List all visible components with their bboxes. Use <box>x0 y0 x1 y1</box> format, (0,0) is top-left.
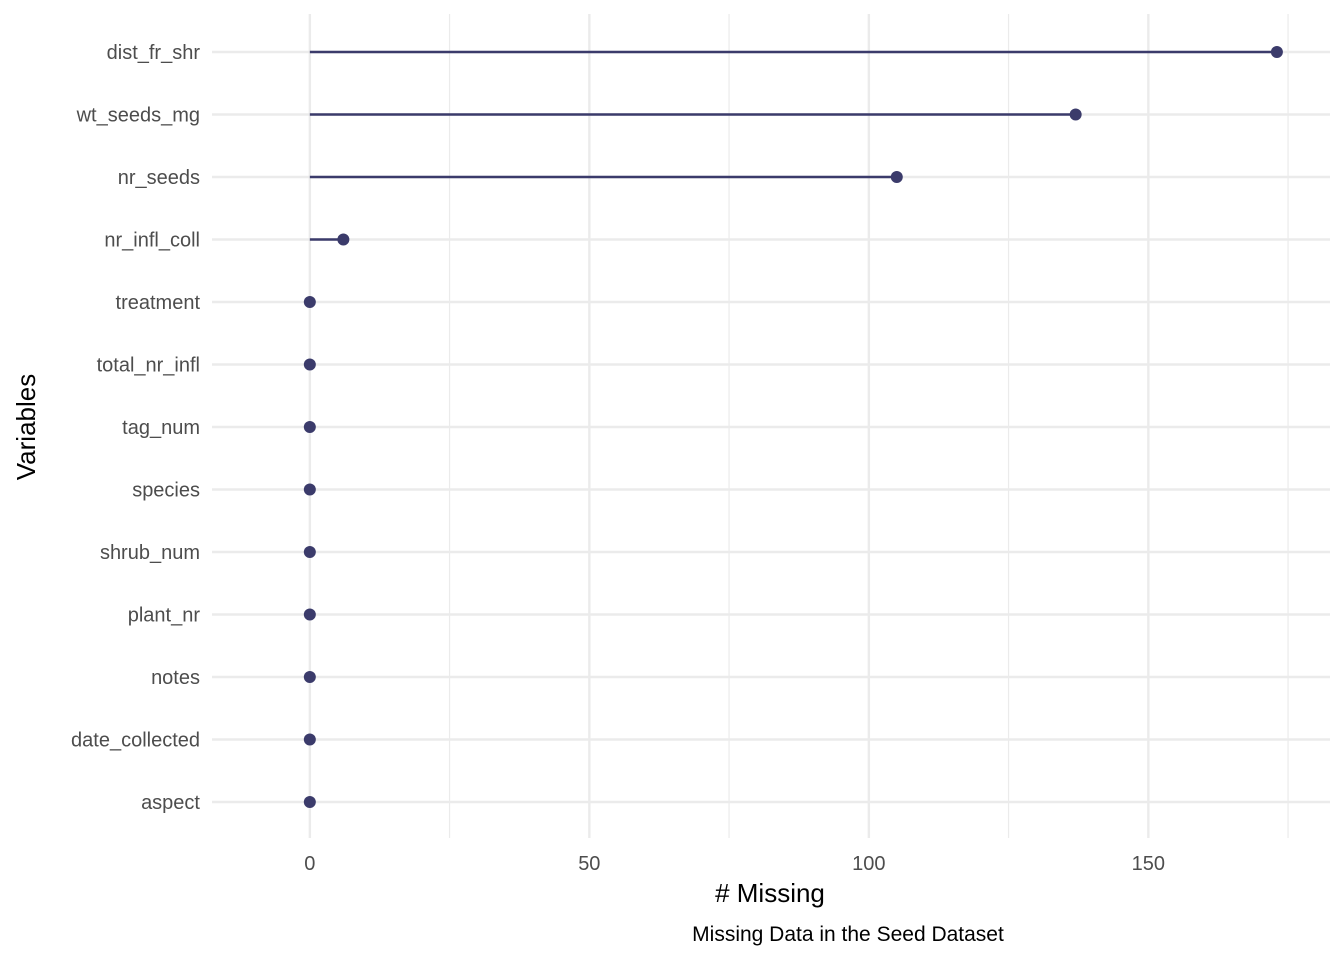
x-tick-label: 0 <box>304 853 315 875</box>
y-tick-label: treatment <box>116 292 201 314</box>
lollipop-point <box>303 546 316 558</box>
y-tick-labels: dist_fr_shr wt_seeds_mg nr_seeds nr_infl_co… <box>71 42 200 814</box>
lollipop-point <box>1270 46 1283 58</box>
lollipop-point <box>303 421 316 433</box>
y-tick-label: dist_fr_shr <box>107 42 201 64</box>
grid-layer <box>212 14 1330 838</box>
marks-layer <box>303 46 1283 808</box>
x-tick-label: 150 <box>1132 853 1165 875</box>
y-tick-label: date_collected <box>71 730 200 752</box>
lollipop-point <box>303 796 316 808</box>
y-tick-label: shrub_num <box>100 542 200 564</box>
y-tick-label: tag_num <box>122 417 200 439</box>
lollipop-point <box>303 671 316 683</box>
lollipop-point <box>303 358 316 371</box>
x-tick-label: 50 <box>578 853 600 875</box>
x-axis-title: # Missing <box>715 878 825 908</box>
lollipop-point <box>1069 108 1082 121</box>
y-axis-title: Variables <box>11 374 41 480</box>
lollipop-point <box>890 171 903 183</box>
x-tick-labels: 0 50 100 150 <box>304 853 1165 875</box>
lollipop-point <box>303 483 316 496</box>
y-tick-label: aspect <box>141 792 200 814</box>
y-tick-label: plant_nr <box>128 605 201 627</box>
y-tick-label: nr_seeds <box>118 167 200 189</box>
y-tick-label: total_nr_infl <box>97 355 200 377</box>
lollipop-point <box>303 608 316 621</box>
lollipop-point <box>303 296 316 308</box>
chart-caption: Missing Data in the Seed Dataset <box>692 923 1004 946</box>
y-tick-label: species <box>132 480 200 502</box>
y-tick-label: wt_seeds_mg <box>76 105 200 127</box>
x-tick-label: 100 <box>852 853 885 875</box>
lollipop-point <box>303 733 316 746</box>
y-tick-label: notes <box>151 667 200 689</box>
y-tick-label: nr_infl_coll <box>104 230 200 252</box>
lollipop-point <box>337 233 350 246</box>
